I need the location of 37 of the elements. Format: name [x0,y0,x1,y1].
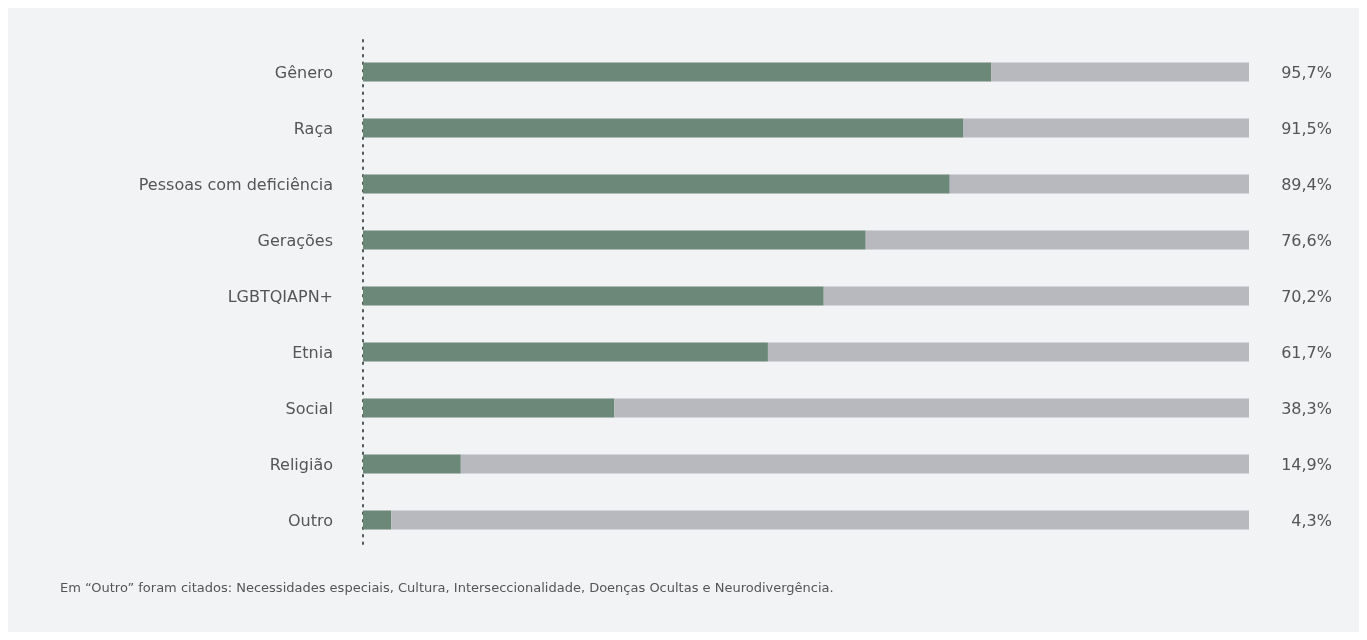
bar [363,230,866,250]
data-label: 70,2% [1281,286,1332,306]
y-tick-label: Gênero [274,62,333,82]
bar [363,286,824,306]
bar [460,454,1249,474]
text: Em “Outro” foram citados: Necessidades especiais, Cultura, Interseccionalidade, Doenças Ocultas e Neurodivergência. [60,580,834,595]
bar [363,398,615,418]
bar [363,118,964,138]
bar [865,230,1249,250]
y-tick-label: Outro [287,510,333,530]
y-tick-label: Etnia [292,342,333,362]
data-label: 95,7% [1281,62,1332,82]
data-label: 91,5% [1281,118,1332,138]
y-tick-label: Gerações [257,230,333,250]
bar [963,118,1249,138]
bar [363,510,392,530]
data-label: 38,3% [1281,398,1332,418]
y-tick-label: LGBTQIAPN+ [227,286,333,306]
bar [391,510,1249,530]
bar [363,62,992,82]
bar [363,454,461,474]
data-label: 4,3% [1291,510,1332,530]
data-label: 61,7% [1281,342,1332,362]
bar [363,174,950,194]
bar [614,398,1249,418]
bar [363,342,768,362]
y-tick-label: Religião [269,454,333,474]
bar [949,174,1249,194]
data-label: 89,4% [1281,174,1332,194]
bar [991,62,1249,82]
y-tick-label: Raça [293,118,333,138]
data-label: 76,6% [1281,230,1332,250]
bar [823,286,1249,306]
bar [767,342,1249,362]
y-tick-label: Pessoas com deficiência [138,174,333,194]
data-label: 14,9% [1281,454,1332,474]
y-tick-label: Social [285,398,333,418]
